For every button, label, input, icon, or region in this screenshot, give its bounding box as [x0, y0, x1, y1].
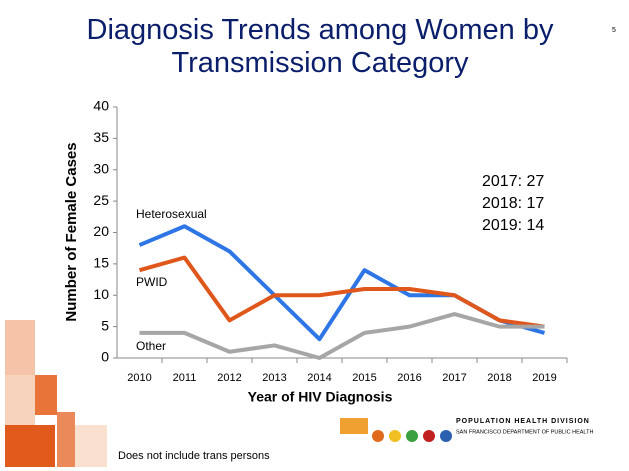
footnote: Does not include trans persons: [118, 450, 270, 462]
x-tick-label: 2018: [487, 372, 511, 384]
x-tick-label: 2010: [127, 372, 151, 384]
y-tick-label: 15: [93, 255, 109, 271]
y-tick-label: 10: [93, 286, 109, 302]
chart-title: Diagnosis Trends among Women by Transmis…: [86, 14, 554, 79]
logo-title: POPULATION HEALTH DIVISION: [456, 418, 590, 425]
y-tick-label: 40: [93, 98, 109, 114]
x-tick-label: 2013: [262, 372, 286, 384]
y-tick-label: 30: [93, 160, 109, 176]
y-tick-label: 5: [101, 317, 109, 333]
series-label: Heterosexual: [136, 207, 207, 221]
x-tick-label: 2011: [173, 372, 197, 384]
y-tick-label: 20: [93, 223, 109, 239]
series-label: PWID: [136, 275, 168, 289]
x-tick-label: 2014: [307, 372, 331, 384]
x-axis-label: Year of HIV Diagnosis: [248, 389, 393, 405]
decoration: [5, 320, 107, 467]
series-line: [139, 312, 545, 360]
y-tick-label: 0: [101, 349, 109, 365]
x-tick-label: 2019: [532, 372, 556, 384]
logo-subtitle: SAN FRANCISCO DEPARTMENT OF PUBLIC HEALT…: [456, 429, 593, 435]
x-tick-label: 2012: [217, 372, 241, 384]
x-tick-label: 2015: [352, 372, 376, 384]
annotation: 2018: 17: [482, 195, 544, 212]
series-line: [138, 255, 545, 329]
annotation: 2019: 14: [482, 217, 544, 234]
page-number: 5: [612, 27, 616, 34]
y-axis-label: Number of Female Cases: [63, 142, 80, 321]
logo: POPULATION HEALTH DIVISION SAN FRANCISCO…: [340, 418, 593, 442]
x-tick-label: 2016: [397, 372, 421, 384]
series-label: Other: [136, 339, 166, 353]
y-tick-label: 25: [93, 192, 109, 208]
annotation: 2017: 27: [482, 173, 544, 190]
x-tick-label: 2017: [442, 372, 466, 384]
y-tick-label: 35: [93, 129, 109, 145]
